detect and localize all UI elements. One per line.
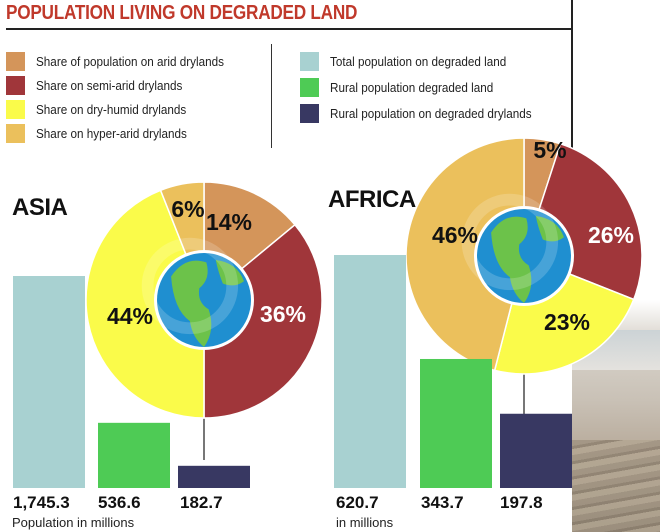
asia-bar-value-1: 1,745.3 (13, 493, 70, 512)
legend-item-rural-drylands: Rural population on degraded drylands (300, 104, 554, 123)
asia-pie-slice-3 (85, 189, 205, 419)
asia-bar-value-3: 182.7 (180, 493, 223, 512)
page-title: POPULATION LIVING ON DEGRADED LAND (6, 2, 358, 24)
legend-label: Share on dry-humid drylands (36, 102, 187, 117)
legend-item-dry-humid: Share on dry-humid drylands (6, 100, 203, 119)
legend-label: Share of population on arid drylands (36, 54, 224, 69)
africa-pie-label-4: 46% (432, 222, 478, 248)
asia-pie-slice-2 (203, 223, 323, 419)
legend-label: Share on semi-arid drylands (36, 78, 183, 93)
africa-pie-label-1: 5% (533, 137, 566, 163)
africa-bar-3 (500, 413, 572, 488)
legend-item-semi-arid: Share on semi-arid drylands (6, 76, 199, 95)
legend-swatch (6, 52, 25, 71)
africa-globe-icon (461, 193, 574, 306)
asia-unit-label: Population in millions (12, 515, 135, 530)
africa-bar-value-2: 343.7 (421, 493, 464, 512)
asia-bar-1 (13, 276, 85, 488)
legend-item-rural-population: Rural population degraded land (300, 78, 511, 97)
africa-bar-1 (334, 255, 406, 488)
region-title-asia: ASIA (12, 194, 68, 221)
asia-globe-icon (141, 237, 254, 350)
africa-unit-label: in millions (336, 515, 394, 530)
africa-pie-slice-4 (405, 137, 525, 372)
legend-label: Total population on degraded land (330, 54, 507, 69)
africa-pie-label-2: 26% (588, 222, 634, 248)
asia-pie-label-3: 44% (107, 303, 153, 329)
legend-swatch (6, 100, 25, 119)
legend-swatch (6, 76, 25, 95)
asia-pie-label-1: 14% (206, 209, 252, 235)
legend-item-arid: Share of population on arid drylands (6, 52, 245, 71)
legend-label: Rural population degraded land (330, 80, 494, 95)
legend-swatch (6, 124, 25, 143)
legend-label: Rural population on degraded drylands (330, 106, 532, 121)
africa-pie-label-3: 23% (544, 309, 590, 335)
legend-item-total-population: Total population on degraded land (300, 52, 526, 71)
legend-label: Share on hyper-arid drylands (36, 126, 187, 141)
africa-bar-value-3: 197.8 (500, 493, 543, 512)
legend-item-hyper-arid: Share on hyper-arid drylands (6, 124, 204, 143)
asia-pie-label-2: 36% (260, 301, 306, 327)
asia-bar-value-2: 536.6 (98, 493, 141, 512)
region-title-africa: AFRICA (328, 186, 416, 213)
legend-swatch (300, 52, 319, 71)
legend-swatch (300, 104, 319, 123)
asia-bar-2 (98, 422, 170, 488)
photo-shore (572, 440, 660, 532)
legend-divider (271, 44, 272, 148)
africa-bar-value-1: 620.7 (336, 493, 379, 512)
asia-pie-label-4: 6% (171, 196, 204, 222)
legend-swatch (300, 78, 319, 97)
asia-bar-3 (178, 465, 250, 488)
africa-bar-2 (420, 358, 492, 488)
title-rule (6, 28, 571, 30)
